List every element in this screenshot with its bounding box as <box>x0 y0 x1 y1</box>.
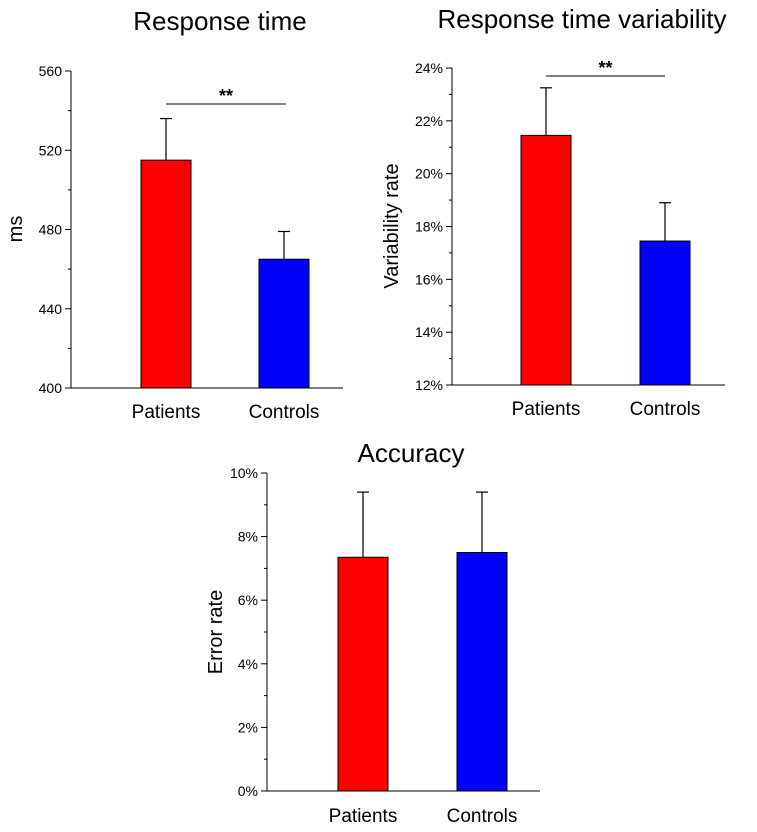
y-tick-label: 0% <box>238 783 258 799</box>
y-tick-label: 560 <box>39 63 63 79</box>
chart-title: Response time variability <box>437 4 726 34</box>
y-axis-label: Error rate <box>205 590 227 674</box>
y-tick-label: 520 <box>39 142 63 158</box>
category-label: Patients <box>132 402 201 423</box>
category-label: Controls <box>630 399 701 420</box>
y-tick-label: 10% <box>230 465 258 481</box>
accuracy-panel: Accuracy 0% 2% 4% 6% 8% 10% Error rate Patients C… <box>205 438 540 827</box>
y-axis-label: ms <box>5 216 27 243</box>
y-tick-label: 14% <box>415 324 443 340</box>
category-label: Controls <box>447 806 518 827</box>
bar-patients <box>520 134 572 386</box>
bar-patients <box>140 159 192 389</box>
y-tick-label: 20% <box>415 166 443 182</box>
y-tick-label: 400 <box>39 380 63 396</box>
response-time-variability-panel: Response time variability 12% 14% 16% 18% 20%… <box>381 4 727 420</box>
y-tick-label: 22% <box>415 113 443 129</box>
y-tick-label: 440 <box>39 301 63 317</box>
category-label: Controls <box>249 402 320 423</box>
chart-title: Accuracy <box>358 438 465 468</box>
bar-controls <box>258 258 310 389</box>
y-tick-label: 480 <box>39 222 63 238</box>
significance-marker: ** <box>219 86 233 106</box>
bar-patients <box>337 556 389 792</box>
y-tick-label: 18% <box>415 219 443 235</box>
y-tick-label: 8% <box>238 529 258 545</box>
y-tick-label: 2% <box>238 719 258 735</box>
bar-controls <box>456 552 508 792</box>
y-tick-label: 24% <box>415 60 443 76</box>
chart-title: Response time <box>133 6 306 36</box>
category-label: Patients <box>512 399 581 420</box>
significance-marker: ** <box>598 58 612 78</box>
y-tick-label: 12% <box>415 377 443 393</box>
y-tick-label: 16% <box>415 271 443 287</box>
response-time-panel: Response time 400 440 480 520 560 ms Patients Co… <box>5 6 343 423</box>
bar-controls <box>639 240 691 386</box>
y-tick-label: 6% <box>238 592 258 608</box>
y-tick-label: 4% <box>238 656 258 672</box>
y-axis-label: Variability rate <box>381 163 403 288</box>
category-label: Patients <box>329 806 398 827</box>
